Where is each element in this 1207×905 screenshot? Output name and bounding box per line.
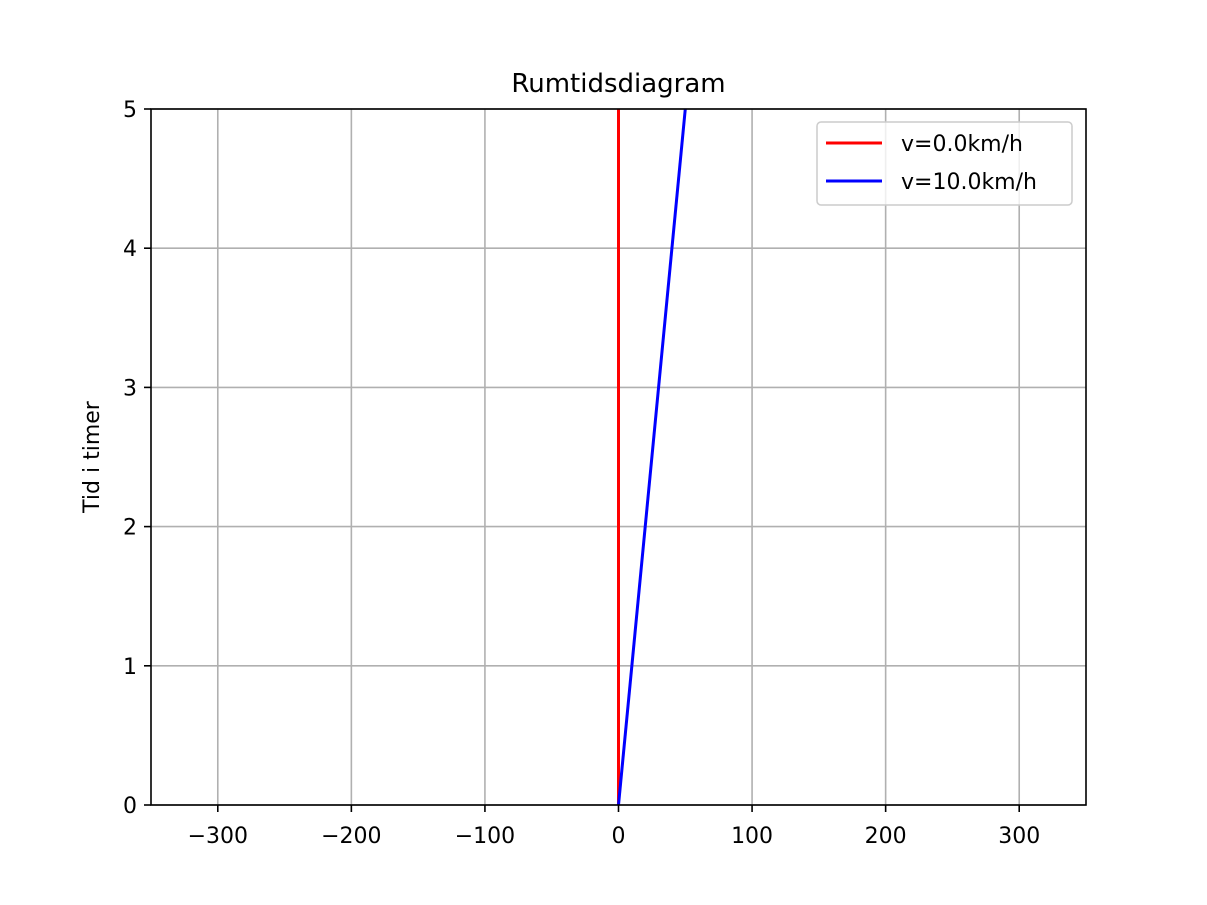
- x-tick-label: 100: [731, 824, 773, 849]
- y-tick-label: 0: [123, 794, 137, 819]
- x-tick-label: −300: [188, 824, 248, 849]
- x-tick-label: −100: [455, 824, 515, 849]
- series-lines: [617, 108, 687, 806]
- y-tick-label: 4: [123, 237, 137, 262]
- y-tick-label: 1: [123, 655, 137, 680]
- y-tick-label: 2: [123, 516, 137, 541]
- x-tick-label: 200: [865, 824, 907, 849]
- legend: v=0.0km/h v=10.0km/h: [816, 121, 1073, 206]
- chart-title: Rumtidsdiagram: [511, 69, 725, 99]
- y-tick-label: 3: [123, 376, 137, 401]
- legend-label-0: v=0.0km/h: [901, 132, 1023, 157]
- legend-label-1: v=10.0km/h: [901, 170, 1037, 195]
- series-line-1: [617, 108, 687, 806]
- y-axis-label: Tid i timer: [80, 400, 105, 514]
- x-tick-label: −200: [321, 824, 381, 849]
- y-tick-label: 5: [123, 98, 137, 123]
- axis-ticks: −300 −200 −100 0 100 200 300 0 1 2 3 4 5: [123, 98, 1040, 849]
- x-tick-label: 300: [998, 824, 1040, 849]
- x-tick-label: 0: [612, 824, 626, 849]
